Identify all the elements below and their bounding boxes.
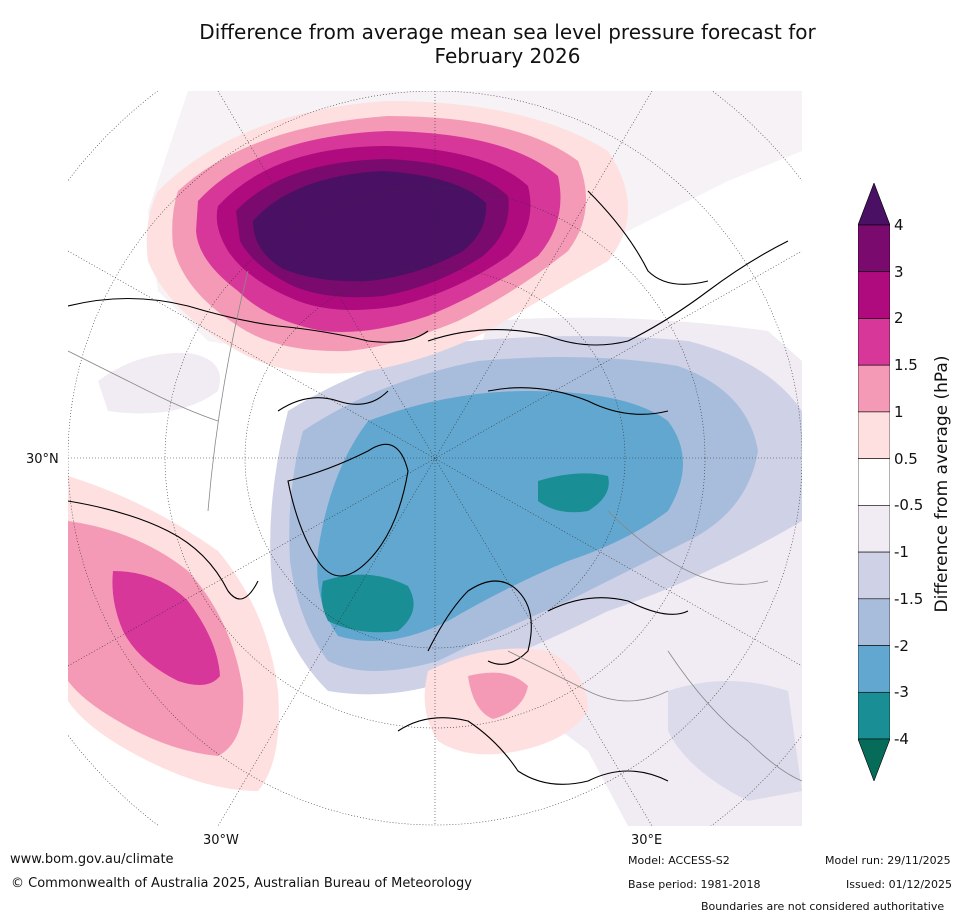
footer-model: Model: ACCESS-S2 (628, 854, 730, 867)
anomaly-region-plus-4-north (253, 171, 487, 282)
colorbar-tick-label: 2 (894, 309, 904, 328)
colorbar-tick-label: 0.5 (894, 449, 918, 468)
colorbar-swatch (858, 645, 890, 693)
colorbar-swatch (858, 271, 890, 319)
coastlines (68, 190, 789, 785)
colorbar (858, 183, 890, 781)
colorbar-tick-label: -2 (894, 636, 909, 655)
title-line-2: February 2026 (434, 44, 581, 68)
colorbar-tick-label: -1.5 (894, 589, 924, 608)
colorbar-swatch (858, 411, 890, 459)
colorbar-tick-label: -0.5 (894, 496, 924, 515)
colorbar-swatch (858, 224, 890, 273)
footer-url[interactable]: www.bom.gov.au/climate (10, 852, 174, 867)
colorbar-swatch (858, 458, 890, 506)
colorbar-tick-label: -1 (894, 543, 909, 562)
colorbar-tick-label: 1.5 (894, 356, 918, 375)
colorbar-title: Difference from average (hPa) (932, 355, 952, 613)
anomaly-region-minus-3-atlantic (321, 574, 414, 633)
graticule (68, 91, 802, 826)
borders (68, 270, 802, 782)
colorbar-tick-label: 1 (894, 402, 904, 421)
footer-base-period: Base period: 1981-2018 (628, 878, 761, 891)
colorbar-swatch (858, 505, 890, 553)
colorbar-swatch (858, 598, 890, 646)
footer-model-run: Model run: 29/11/2025 (825, 854, 951, 867)
colorbar-swatch (858, 318, 890, 366)
title-line-1: Difference from average mean sea level p… (199, 20, 816, 44)
colorbar-extend-bottom (858, 738, 890, 781)
colorbar-tick-label: -4 (894, 730, 909, 748)
footer-issued: Issued: 01/12/2025 (846, 878, 953, 891)
colorbar-swatch (858, 551, 890, 600)
anomaly-region-minus-1-east (668, 681, 802, 801)
map-title: Difference from average mean sea level p… (0, 20, 965, 68)
lon-label-30w: 30°W (203, 833, 239, 848)
colorbar-swatch (858, 691, 890, 740)
lat-label-30n: 30°N (26, 452, 59, 467)
colorbar-swatch (858, 364, 890, 413)
anomaly-region-plus-1-europe (468, 672, 528, 719)
footer-disclaimer: Boundaries are not considered authoritat… (701, 900, 945, 913)
colorbar-tick-label: 3 (894, 262, 904, 281)
colorbar-tick-label: -3 (894, 683, 909, 702)
lon-label-30e: 30°E (631, 833, 663, 848)
footer-copyright: © Commonwealth of Australia 2025, Austra… (11, 876, 472, 891)
anomaly-region-plus-1-5-atlantic (112, 571, 220, 685)
colorbar-extend-top (858, 183, 890, 226)
anomaly-region-minus-3-siberia (538, 473, 609, 513)
anomaly-region-minus-2 (317, 391, 683, 641)
pressure-anomaly-map (68, 91, 802, 826)
colorbar-tick-label: 4 (894, 216, 904, 234)
